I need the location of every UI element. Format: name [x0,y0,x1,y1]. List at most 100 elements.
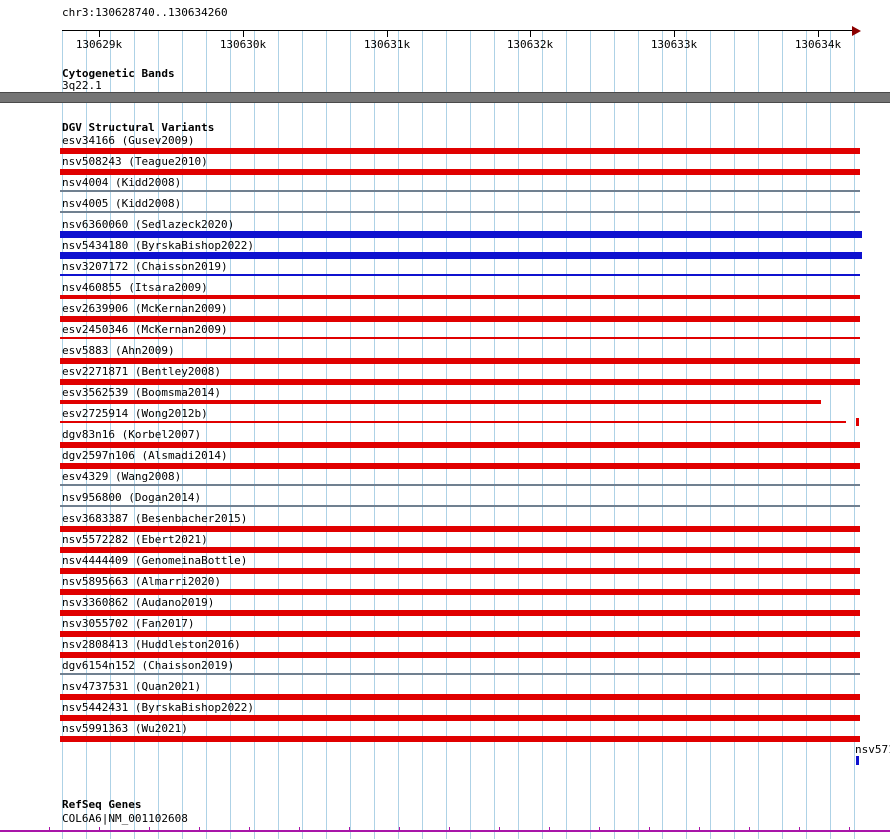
variant-row[interactable]: nsv4737531 (Quan2021) [0,680,890,701]
variant-label[interactable]: nsv5895663 (Almarri2020) [62,575,221,588]
variant-label[interactable]: nsv2808413 (Huddleston2016) [62,638,241,651]
variant-row[interactable]: nsv508243 (Teague2010) [0,155,890,176]
variant-label[interactable]: nsv5572282 (Ebert2021) [62,533,208,546]
variant-row[interactable]: nsv5434180 (ByrskaBishop2022) [0,239,890,260]
variant-label[interactable]: nsv956800 (Dogan2014) [62,491,202,504]
variant-bar[interactable] [60,358,860,364]
variant-bar[interactable] [60,274,860,276]
variant-row[interactable]: esv3562539 (Boomsma2014) [0,386,890,407]
variant-bar[interactable] [60,295,860,299]
variant-row[interactable]: nsv5442431 (ByrskaBishop2022) [0,701,890,722]
variant-bar[interactable] [60,673,860,675]
variant-row[interactable]: esv5883 (Ahn2009) [0,344,890,365]
variant-label[interactable]: esv5883 (Ahn2009) [62,344,175,357]
variant-row[interactable]: dgv83n16 (Korbel2007) [0,428,890,449]
variant-row[interactable]: nsv3207172 (Chaisson2019) [0,260,890,281]
gene-line[interactable] [0,830,890,832]
variant-bar[interactable] [60,252,862,259]
variant-bar[interactable] [60,231,862,238]
variant-row[interactable]: esv2639906 (McKernan2009) [0,302,890,323]
variant-end-tick[interactable] [856,418,859,426]
variant-row[interactable]: nsv5991363 (Wu2021) [0,722,890,743]
variant-label[interactable]: esv34166 (Gusev2009) [62,134,195,147]
variant-bar[interactable] [60,337,860,339]
cytoband-bar[interactable] [0,92,890,103]
variant-bar[interactable] [60,379,860,385]
variant-bar[interactable] [60,400,821,404]
variant-label[interactable]: nsv5434180 (ByrskaBishop2022) [62,239,255,252]
variant-row[interactable]: nsv5895663 (Almarri2020) [0,575,890,596]
variant-bar[interactable] [60,463,860,469]
variant-row[interactable]: dgv2597n106 (Alsmadi2014) [0,449,890,470]
variant-label[interactable]: nsv4005 (Kidd2008) [62,197,182,210]
variant-label[interactable]: esv3562539 (Boomsma2014) [62,386,221,399]
variant-bar[interactable] [60,484,860,486]
variant-bar[interactable] [60,190,860,192]
variant-label[interactable]: dgv6154n152 (Chaisson2019) [62,659,235,672]
variant-label[interactable]: nsv460855 (Itsara2009) [62,281,208,294]
variant-label[interactable]: nsv5442431 (ByrskaBishop2022) [62,701,255,714]
variant-row[interactable]: esv4329 (Wang2008) [0,470,890,491]
variant-row[interactable]: nsv3055702 (Fan2017) [0,617,890,638]
dgv-variant-list: esv34166 (Gusev2009) nsv508243 (Teague201… [0,134,890,765]
variant-label[interactable]: nsv571 [855,743,890,756]
variant-bar[interactable] [60,652,860,658]
variant-row[interactable]: esv2271871 (Bentley2008) [0,365,890,386]
variant-label[interactable]: nsv6360060 (Sedlazeck2020) [62,218,235,231]
variant-row[interactable]: esv2725914 (Wong2012b) [0,407,890,428]
variant-label[interactable]: nsv3055702 (Fan2017) [62,617,195,630]
variant-row[interactable]: nsv460855 (Itsara2009) [0,281,890,302]
variant-label[interactable]: nsv3207172 (Chaisson2019) [62,260,228,273]
variant-bar[interactable] [60,505,860,507]
variant-bar[interactable] [60,148,860,154]
variant-label[interactable]: dgv83n16 (Korbel2007) [62,428,202,441]
variant-bar[interactable] [60,421,846,423]
variant-label[interactable]: esv4329 (Wang2008) [62,470,182,483]
variant-bar[interactable] [60,568,860,574]
variant-row[interactable]: nsv571 [0,743,890,765]
variant-row[interactable]: nsv3360862 (Audano2019) [0,596,890,617]
variant-label[interactable]: nsv4737531 (Quan2021) [62,680,202,693]
track-title-refseq: RefSeq Genes [62,798,142,811]
ruler-tick-label: 130629k [75,38,123,51]
variant-label[interactable]: nsv3360862 (Audano2019) [62,596,215,609]
variant-row[interactable]: nsv4444409 (GenomeinaBottle) [0,554,890,575]
variant-row[interactable]: nsv5572282 (Ebert2021) [0,533,890,554]
variant-label[interactable]: nsv508243 (Teague2010) [62,155,208,168]
variant-row[interactable]: esv3683387 (Besenbacher2015) [0,512,890,533]
variant-bar[interactable] [60,736,860,742]
variant-bar[interactable] [60,631,860,637]
variant-bar[interactable] [60,715,860,721]
variant-bar[interactable] [856,756,859,765]
variant-row[interactable]: nsv4004 (Kidd2008) [0,176,890,197]
variant-bar[interactable] [60,694,860,700]
variant-label[interactable]: esv3683387 (Besenbacher2015) [62,512,248,525]
variant-row[interactable]: esv34166 (Gusev2009) [0,134,890,155]
variant-bar[interactable] [60,526,860,532]
variant-label[interactable]: nsv4004 (Kidd2008) [62,176,182,189]
ruler[interactable] [62,30,852,31]
variant-bar[interactable] [60,442,860,448]
variant-label[interactable]: nsv4444409 (GenomeinaBottle) [62,554,248,567]
variant-label[interactable]: esv2725914 (Wong2012b) [62,407,208,420]
gene-label[interactable]: COL6A6|NM_001102608 [62,812,188,825]
variant-row[interactable]: nsv2808413 (Huddleston2016) [0,638,890,659]
variant-label[interactable]: esv2450346 (McKernan2009) [62,323,228,336]
variant-row[interactable]: nsv6360060 (Sedlazeck2020) [0,218,890,239]
variant-bar[interactable] [60,211,860,213]
ruler-tick [818,30,819,37]
variant-row[interactable]: esv2450346 (McKernan2009) [0,323,890,344]
variant-label[interactable]: esv2639906 (McKernan2009) [62,302,228,315]
variant-bar[interactable] [60,169,860,175]
variant-label[interactable]: esv2271871 (Bentley2008) [62,365,221,378]
variant-bar[interactable] [60,610,860,616]
variant-label[interactable]: nsv5991363 (Wu2021) [62,722,188,735]
variant-bar[interactable] [60,316,860,322]
variant-bar[interactable] [60,547,860,553]
variant-row[interactable]: nsv4005 (Kidd2008) [0,197,890,218]
variant-bar[interactable] [60,589,860,595]
variant-row[interactable]: dgv6154n152 (Chaisson2019) [0,659,890,680]
variant-label[interactable]: dgv2597n106 (Alsmadi2014) [62,449,228,462]
variant-row[interactable]: nsv956800 (Dogan2014) [0,491,890,512]
